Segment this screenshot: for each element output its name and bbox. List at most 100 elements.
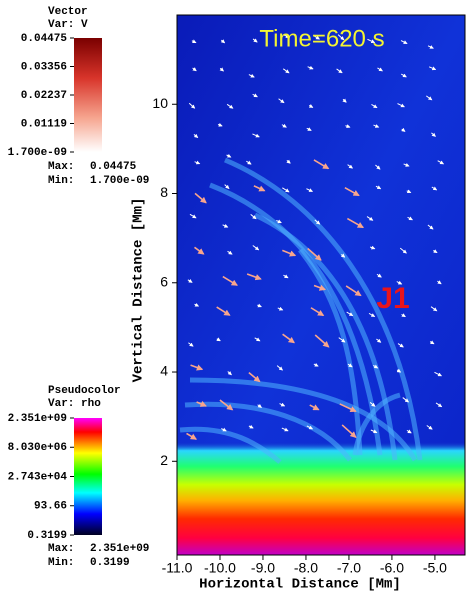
vector-arrow bbox=[286, 159, 291, 164]
legend-min-label: Min: bbox=[48, 175, 74, 187]
vector-arrow bbox=[401, 73, 407, 78]
vector-arrow bbox=[226, 103, 234, 109]
vector-arrow bbox=[431, 186, 438, 191]
vector-arrow bbox=[217, 122, 223, 127]
vector-arrow bbox=[434, 371, 443, 377]
vector-arrow bbox=[313, 284, 327, 291]
vector-arrow bbox=[283, 34, 290, 38]
vector-arrow bbox=[345, 124, 351, 128]
legend-var: Var: rho bbox=[48, 398, 101, 410]
colorbar-tick-label: 8.030e+06 bbox=[8, 442, 67, 454]
vector-arrow bbox=[306, 188, 314, 192]
legend-min: 0.3199 bbox=[90, 557, 130, 569]
x-tick-label: -11.0 bbox=[162, 560, 193, 576]
vector-arrow bbox=[246, 273, 262, 281]
vector-arrow bbox=[427, 224, 434, 230]
vector-arrow bbox=[427, 45, 434, 49]
dense-layer bbox=[177, 441, 465, 555]
legend-max: 0.04475 bbox=[90, 161, 137, 173]
vector-arrow bbox=[347, 164, 353, 169]
vector-arrow bbox=[369, 245, 376, 250]
colorbar bbox=[74, 38, 102, 152]
x-axis-label: Horizontal Distance [Mm] bbox=[199, 577, 401, 593]
vector-arrow bbox=[376, 273, 382, 278]
vector-arrow bbox=[281, 123, 287, 128]
vector-arrow bbox=[401, 127, 406, 132]
y-tick-label: 6 bbox=[160, 273, 168, 289]
vector-arrow bbox=[194, 192, 207, 204]
vector-arrow bbox=[253, 185, 266, 192]
y-tick-label: 10 bbox=[152, 95, 168, 111]
vector-arrow bbox=[222, 275, 238, 286]
vector-arrow bbox=[345, 285, 362, 297]
colorbar-tick-label: 1.700e-09 bbox=[8, 147, 67, 159]
vector-arrow bbox=[276, 219, 282, 224]
vector-arrow bbox=[403, 162, 410, 167]
vector-arrow bbox=[227, 250, 233, 255]
vector-arrow bbox=[186, 432, 198, 440]
vector-arrow bbox=[226, 153, 232, 158]
vector-arrow bbox=[309, 404, 320, 411]
colorbar-tick-label: 0.03356 bbox=[21, 61, 67, 73]
field bbox=[177, 15, 465, 555]
vector-arrow bbox=[307, 65, 314, 70]
colorbar-tick-label: 93.66 bbox=[34, 501, 67, 513]
vector-arrow bbox=[281, 427, 289, 432]
vector-arrow bbox=[401, 313, 406, 318]
vector-arrow bbox=[307, 247, 322, 261]
x-tick-label: -8.0 bbox=[294, 560, 318, 576]
vector-arrow bbox=[188, 342, 194, 347]
vector-arrow bbox=[406, 429, 412, 434]
colorbar-tick-label: 0.04475 bbox=[21, 33, 68, 45]
vector-arrow bbox=[250, 213, 257, 220]
vector-arrow bbox=[306, 425, 314, 430]
vector-arrow bbox=[346, 217, 364, 229]
vector-arrow bbox=[191, 39, 197, 44]
vector-arrow bbox=[219, 67, 224, 72]
vector-arrow bbox=[406, 189, 412, 194]
vector-arrow bbox=[277, 306, 284, 311]
plasma-loop bbox=[179, 426, 282, 464]
vector-arrow bbox=[254, 337, 261, 342]
colorbar-tick-label: 0.3199 bbox=[27, 530, 67, 542]
vector-arrow bbox=[399, 247, 407, 254]
vector-arrow bbox=[337, 34, 345, 41]
vector-arrow bbox=[308, 104, 314, 108]
vector-arrow bbox=[246, 160, 252, 165]
vector-arrow bbox=[431, 132, 436, 137]
x-tick-label: -6.0 bbox=[380, 560, 404, 576]
legend-title: Vector bbox=[48, 6, 88, 18]
vector-arrow bbox=[435, 402, 443, 408]
vector-arrow bbox=[216, 306, 231, 316]
vector-arrow bbox=[252, 133, 260, 138]
vector-arrow bbox=[224, 184, 230, 190]
vector-arrow bbox=[189, 213, 197, 219]
vector-arrow bbox=[192, 67, 197, 72]
vector-arrow bbox=[252, 38, 258, 43]
vector-arrow bbox=[402, 397, 410, 403]
vector-arrow bbox=[252, 245, 260, 251]
vector-arrow bbox=[340, 253, 346, 258]
vector-arrow bbox=[429, 340, 435, 345]
vector-arrow bbox=[313, 35, 320, 40]
vector-arrow bbox=[282, 249, 297, 257]
legend-max-label: Max: bbox=[48, 161, 74, 173]
vector-arrow bbox=[426, 425, 433, 430]
legend-min-label: Min: bbox=[48, 557, 74, 569]
vector-arrow bbox=[278, 98, 285, 104]
vector-arrow bbox=[346, 311, 354, 317]
vector-arrow bbox=[373, 364, 379, 369]
vector-arrow bbox=[376, 338, 382, 343]
plot-frame bbox=[176, 14, 466, 556]
plasma-loop bbox=[209, 182, 383, 456]
vector-arrow bbox=[188, 102, 196, 109]
legend-min: 1.700e-09 bbox=[90, 175, 149, 187]
vector-arrow bbox=[430, 306, 438, 312]
vector-arrow bbox=[193, 133, 199, 138]
vector-arrow bbox=[370, 429, 378, 434]
x-tick-label: -5.0 bbox=[423, 560, 447, 576]
vector-arrow bbox=[306, 127, 312, 131]
time-label: Time=620 s bbox=[259, 25, 384, 52]
vector-arrow bbox=[400, 40, 408, 45]
